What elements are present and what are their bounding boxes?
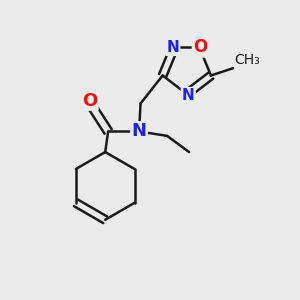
Text: N: N [167,40,179,55]
Text: N: N [182,88,195,103]
Text: CH₃: CH₃ [235,53,260,67]
Text: O: O [82,92,97,110]
Text: N: N [132,122,147,140]
Text: O: O [193,38,207,56]
